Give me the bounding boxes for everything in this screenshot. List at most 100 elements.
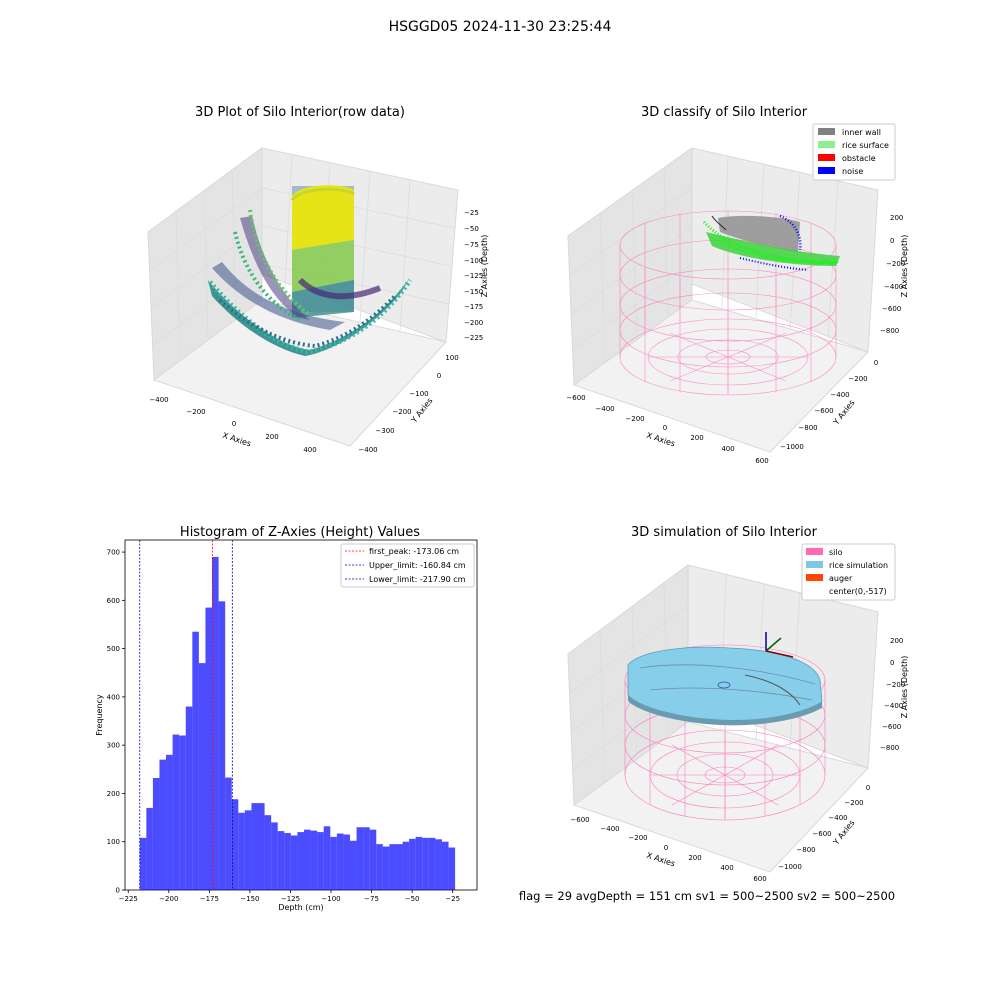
histogram-bar: [369, 829, 377, 890]
simulation-xtick: 200: [688, 854, 701, 862]
histogram-bar: [179, 735, 186, 890]
legend-label-obstacle: obstacle: [842, 154, 876, 163]
histogram-chart: Histogram of Z-Axies (Height) Values −22…: [95, 525, 478, 912]
histogram-bar: [212, 556, 219, 890]
histogram-title: Histogram of Z-Axies (Height) Values: [180, 525, 420, 540]
histogram-bar: [251, 803, 259, 890]
classify-ztick: −200: [886, 260, 905, 268]
simulation-ztick: −600: [882, 723, 901, 731]
histogram-y-tick-label: 0: [116, 887, 120, 895]
classify-ztick: 200: [890, 214, 903, 222]
histogram-x-tick-label: −75: [364, 895, 379, 903]
classify-ytick: −600: [814, 407, 833, 415]
histogram-bar: [258, 803, 265, 890]
histogram-y-tick-label: 400: [107, 693, 120, 701]
classify-panel-title: 3D classify of Silo Interior: [641, 105, 808, 120]
classify-ztick: −600: [882, 305, 901, 313]
histogram-bar: [218, 601, 226, 890]
raw-xtick: 400: [303, 446, 316, 454]
histogram-bar: [231, 799, 239, 890]
histogram-bar: [336, 833, 344, 890]
simulation-legend: silo rice simulation auger center(0,-517…: [801, 543, 896, 601]
histogram-bar: [264, 815, 272, 890]
simulation-xlabel: X Axies: [645, 851, 676, 869]
raw-panel-title: 3D Plot of Silo Interior(row data): [195, 105, 405, 120]
histogram-bar: [422, 837, 429, 890]
raw-ytick: 100: [445, 354, 458, 362]
classify-zlabel: Z Axies (Depth): [900, 235, 909, 298]
classify-ylabel: Y Axies: [831, 398, 857, 427]
simulation-rice-surface: [627, 646, 823, 726]
histogram-bar: [382, 846, 390, 890]
histogram-bar: [323, 826, 331, 890]
histogram-reference-lines: [139, 540, 233, 890]
legend-swatch-silo: [806, 548, 823, 555]
simulation-ytick: −600: [812, 830, 831, 838]
simulation-ztick: −200: [886, 681, 905, 689]
classify-xtick: 0: [663, 424, 667, 432]
legend-label-auger: auger: [829, 574, 853, 583]
legend-swatch-inner-wall: [818, 128, 835, 135]
simulation-ztick: −800: [880, 744, 899, 752]
histogram-x-tick-label: −25: [445, 895, 460, 903]
raw-ztick: −200: [464, 319, 483, 327]
histogram-legend: first_peak: -173.06 cm Upper_limit: -160…: [340, 543, 475, 588]
histogram-x-tick-label: −50: [405, 895, 420, 903]
legend-swatch-noise: [818, 167, 835, 174]
raw-ztick: −100: [464, 257, 483, 265]
simulation-ytick: −400: [828, 814, 847, 822]
legend-label-noise: noise: [842, 167, 863, 176]
histogram-x-tick-label: −175: [200, 895, 219, 903]
classify-ytick: −400: [830, 391, 849, 399]
raw-zlabel: Z Axies (Depth): [480, 235, 489, 298]
status-line: flag = 29 avgDepth = 151 cm sv1 = 500~25…: [519, 889, 895, 903]
histogram-bar: [435, 839, 442, 890]
classify-ztick: −400: [884, 283, 903, 291]
simulation-ytick: −200: [844, 799, 863, 807]
histogram-x-tick-label: −200: [159, 895, 178, 903]
simulation-zlabel: Z Axies (Depth): [900, 656, 909, 719]
histogram-x-ticks: −225 −200 −175 −150 −125 −100 −75 −50 −25: [119, 890, 460, 903]
histogram-bar: [428, 837, 436, 890]
raw-xtick: −200: [186, 408, 205, 416]
classify-xtick: −200: [625, 415, 644, 423]
histogram-bar: [356, 827, 364, 890]
histogram-xlabel: Depth (cm): [278, 903, 323, 912]
raw-ztick: −175: [464, 303, 483, 311]
histogram-bar: [376, 844, 383, 890]
histogram-bar: [395, 844, 403, 890]
simulation-ytick: −800: [796, 846, 815, 854]
simulation-ztick: 0: [890, 659, 894, 667]
histogram-bar: [271, 822, 278, 890]
raw-ztick: −125: [464, 272, 483, 280]
histogram-bar: [159, 759, 167, 890]
legend-label-inner-wall: inner wall: [842, 128, 881, 137]
histogram-y-tick-label: 200: [107, 790, 120, 798]
legend-label-rice-surface: rice surface: [842, 141, 889, 150]
legend-label-center: center(0,-517): [829, 587, 887, 596]
raw-ytick: −300: [375, 427, 394, 435]
classify-xtick: −400: [595, 405, 614, 413]
histogram-bar: [192, 631, 199, 890]
raw-ztick: −150: [464, 288, 483, 296]
histogram-bar: [304, 829, 311, 890]
histogram-y-tick-label: 700: [107, 549, 120, 557]
simulation-xtick: −400: [600, 825, 619, 833]
legend-swatch-obstacle: [818, 154, 835, 161]
raw-ytick: −200: [392, 408, 411, 416]
simulation-axes-triad: [765, 632, 794, 658]
figure-suptitle: HSGGD05 2024-11-30 23:25:44: [389, 19, 612, 35]
histogram-bar: [152, 778, 160, 890]
histogram-y-tick-label: 100: [107, 838, 120, 846]
classify-xtick: −600: [566, 394, 585, 402]
histogram-bar: [284, 833, 291, 890]
simulation-ztick: 200: [890, 637, 903, 645]
classify-xtick: 400: [721, 445, 734, 453]
simulation-ylabel: Y Axies: [831, 818, 857, 847]
histogram-bar: [310, 830, 318, 890]
histogram-x-tick-label: −150: [240, 895, 259, 903]
legend-swatch-auger: [806, 574, 823, 581]
histogram-x-tick-label: −125: [281, 895, 300, 903]
panel-simulation-3d: 3D simulation of Silo Interior: [566, 525, 909, 883]
legend-label-upper-limit: Upper_limit: -160.84 cm: [369, 561, 466, 570]
